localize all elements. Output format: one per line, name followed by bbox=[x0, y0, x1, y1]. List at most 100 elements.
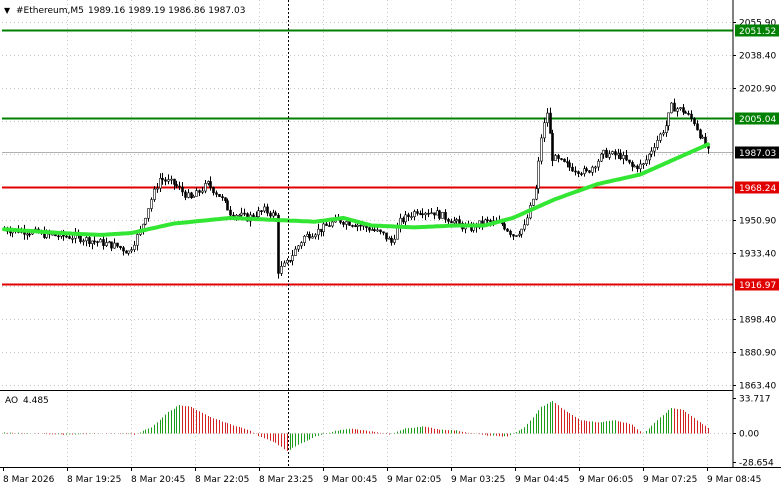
time-axis-label: 9 Mar 06:05 bbox=[579, 475, 633, 485]
ao-axis-label: -28.654 bbox=[739, 459, 774, 469]
candle-body bbox=[99, 239, 102, 243]
symbol-label: #Ethereum,M5 bbox=[16, 6, 84, 16]
time-axis-label: 9 Mar 03:25 bbox=[451, 475, 505, 485]
ao-label: AO bbox=[5, 396, 18, 406]
candle-body bbox=[348, 221, 351, 226]
candle-body bbox=[557, 155, 560, 159]
candle-body bbox=[325, 223, 328, 226]
candle-body bbox=[605, 149, 608, 158]
candle-body bbox=[359, 224, 362, 227]
candle-body bbox=[583, 168, 586, 174]
moving-average bbox=[2, 142, 710, 237]
candle-body bbox=[441, 211, 444, 219]
time-axis-label: 8 Mar 20:45 bbox=[131, 475, 185, 485]
candle-body bbox=[184, 191, 187, 198]
candle-body bbox=[546, 112, 549, 123]
candle-body bbox=[198, 190, 201, 193]
candle-body bbox=[226, 200, 229, 211]
candle-body bbox=[331, 221, 334, 227]
candle-body bbox=[631, 161, 634, 167]
candle-body bbox=[342, 222, 345, 225]
candle-body bbox=[645, 159, 648, 164]
candle-body bbox=[574, 170, 577, 173]
candle-body bbox=[543, 122, 546, 139]
candle-body bbox=[396, 226, 399, 240]
candle-body bbox=[153, 188, 156, 200]
candle-body bbox=[195, 190, 198, 197]
candle-body bbox=[257, 210, 260, 218]
candle-body bbox=[690, 113, 693, 119]
candle-body bbox=[679, 107, 682, 110]
candle-body bbox=[159, 178, 162, 189]
candle-body bbox=[221, 196, 224, 199]
candle-body bbox=[294, 248, 297, 256]
candle-body bbox=[85, 237, 88, 242]
candle-body bbox=[407, 214, 410, 217]
candle-body bbox=[642, 163, 645, 165]
ao-header: AO 4.485 bbox=[5, 396, 49, 406]
candle-body bbox=[218, 194, 221, 197]
candle-body bbox=[594, 166, 597, 169]
price-axis-label: 1898.40 bbox=[739, 316, 776, 326]
level-tag-bg bbox=[735, 278, 779, 291]
candle-body bbox=[410, 216, 413, 218]
candle-body bbox=[71, 238, 74, 240]
horizontal-levels[interactable] bbox=[2, 29, 733, 286]
candle-body bbox=[328, 225, 331, 227]
candle-body bbox=[252, 214, 255, 218]
candle-body bbox=[238, 214, 241, 217]
candle-body bbox=[532, 198, 535, 206]
candle-body bbox=[308, 234, 311, 239]
level-tag-bg bbox=[735, 112, 779, 125]
candle-body bbox=[551, 133, 554, 161]
ohlc-readout: 1989.16 1989.19 1986.86 1987.03 bbox=[88, 6, 245, 16]
candle-body bbox=[65, 235, 68, 238]
candle-body bbox=[580, 173, 583, 175]
candle-body bbox=[693, 118, 696, 125]
price-axis-label: 1880.90 bbox=[739, 349, 776, 359]
candle-body bbox=[314, 234, 317, 238]
candle-body bbox=[653, 147, 656, 152]
candle-body bbox=[503, 223, 506, 230]
candle-body bbox=[506, 228, 509, 232]
candle-body bbox=[277, 214, 280, 274]
candle-body bbox=[421, 213, 424, 216]
candle-body bbox=[130, 249, 133, 252]
candle-body bbox=[57, 235, 60, 238]
candle-body bbox=[190, 192, 193, 199]
candle-body bbox=[512, 234, 515, 237]
candle-body bbox=[110, 241, 113, 249]
candle-body bbox=[619, 153, 622, 160]
axes: 2055.90 2038.40 2020.90 1950.90 1933.40 1898.… bbox=[3, 19, 776, 485]
candle-body bbox=[684, 111, 687, 114]
candle-body bbox=[416, 211, 419, 214]
level-tag-bg bbox=[735, 24, 779, 37]
candle-body bbox=[88, 237, 91, 244]
candle-body bbox=[150, 199, 153, 209]
candle-body bbox=[667, 112, 670, 127]
candle-body bbox=[173, 178, 176, 185]
candle-body bbox=[113, 242, 116, 249]
dropdown-arrow-icon[interactable]: ▼ bbox=[4, 6, 11, 15]
candle-body bbox=[628, 159, 631, 163]
level-tag-label: 2051.52 bbox=[739, 27, 776, 37]
candle-body bbox=[602, 149, 605, 155]
candle-body bbox=[382, 231, 385, 234]
candle-body bbox=[170, 178, 173, 181]
candle-body bbox=[356, 224, 359, 227]
candle-body bbox=[204, 183, 207, 192]
candle-body bbox=[676, 108, 679, 112]
candle-body bbox=[413, 211, 416, 217]
price-axis-label: 2055.90 bbox=[739, 19, 776, 29]
time-axis-label: 9 Mar 04:45 bbox=[515, 475, 569, 485]
candle-body bbox=[351, 225, 354, 227]
candle-body bbox=[696, 123, 699, 131]
candle-body bbox=[636, 165, 639, 170]
candle-body bbox=[147, 208, 150, 219]
time-axis-label: 8 Mar 19:25 bbox=[67, 475, 121, 485]
candle-body bbox=[167, 179, 170, 182]
candle-body bbox=[317, 228, 320, 236]
candle-body bbox=[125, 250, 128, 254]
